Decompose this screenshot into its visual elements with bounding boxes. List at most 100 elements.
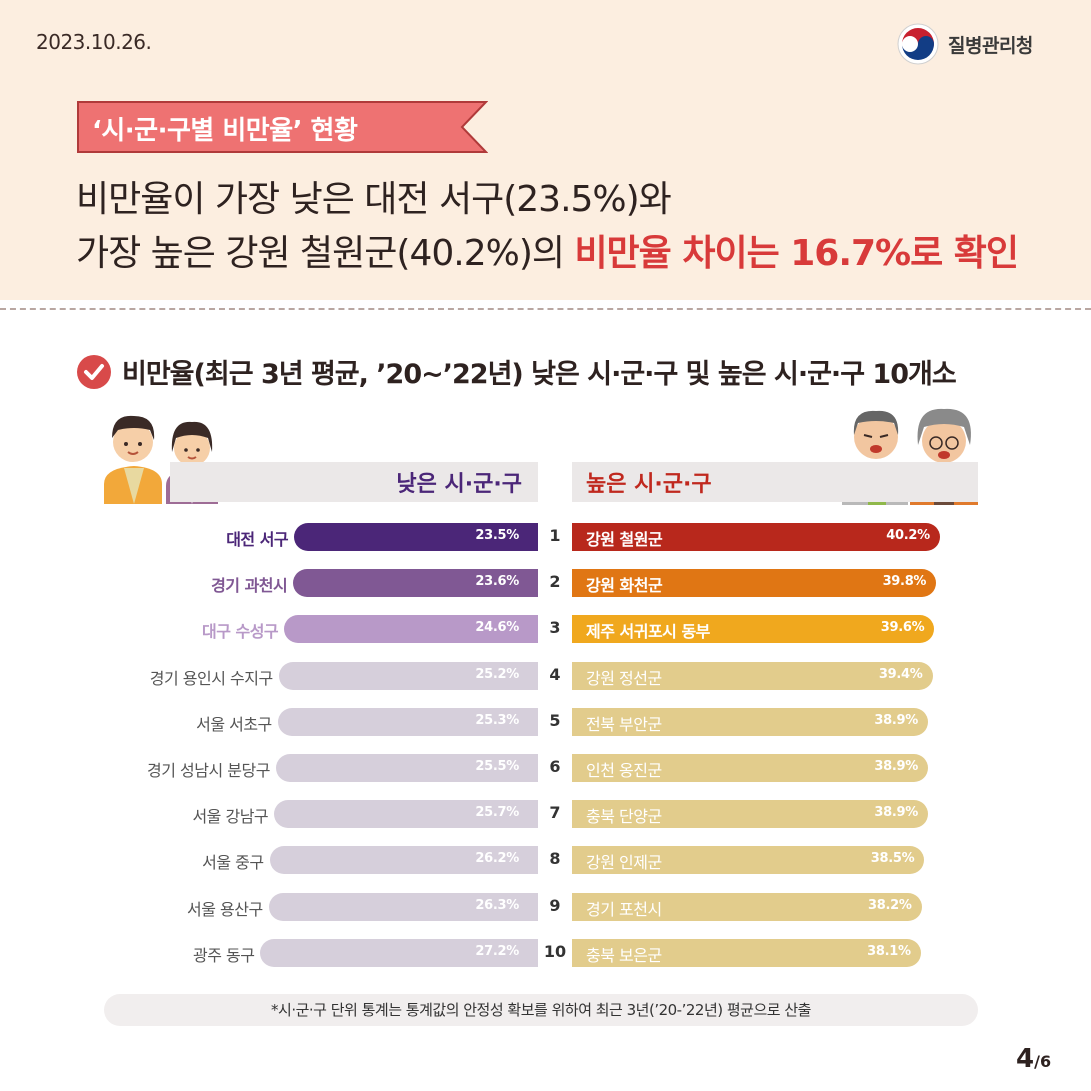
low-bar: [275, 754, 538, 782]
rank-number: 4: [549, 664, 561, 684]
low-category-label: 경기 과천시: [211, 576, 288, 596]
rank-number: 8: [549, 849, 561, 869]
high-bar: [572, 661, 933, 690]
low-bar: [260, 938, 538, 967]
low-value-label: 25.2%: [475, 666, 519, 682]
low-value-label: 25.3%: [475, 712, 519, 728]
agency-name: 질병관리청: [948, 34, 1033, 57]
low-category-label: 서울 용산구: [186, 899, 263, 919]
low-value-label: 26.3%: [475, 897, 519, 913]
high-bar: [572, 523, 940, 551]
high-header: 높은 시·군·구: [572, 462, 978, 502]
rank-number: 1: [549, 526, 561, 545]
high-bar: [572, 615, 935, 644]
chart-row: 서울 중구 26.2% 8 강원 인제군 38.5%: [0, 843, 1091, 877]
low-bar: [269, 846, 538, 875]
tag-ribbon-shape: [77, 101, 488, 153]
low-category-label: 서울 서초구: [196, 714, 272, 734]
chart-row: 대전 서구 23.5% 1 강원 철원군 40.2%: [0, 520, 1091, 554]
high-bar: [572, 892, 922, 921]
headline-line-1: 비만율이 가장 낮은 대전 서구(23.5%)와: [76, 179, 672, 220]
high-category-label: 강원 인제군: [586, 853, 662, 873]
chart-row: 경기 과천시 23.6% 2 강원 화천군 39.8%: [0, 566, 1091, 600]
high-bar: [572, 707, 928, 736]
low-value-label: 25.7%: [475, 805, 519, 821]
footnote: *시·군·구 단위 통계는 통계값의 안정성 확보를 위하여 최근 3년(’20…: [104, 994, 978, 1026]
low-value-label: 25.5%: [475, 759, 519, 774]
high-category-label: 인천 옹진군: [586, 761, 662, 780]
low-category-label: 대구 수성구: [201, 622, 279, 642]
high-value-label: 39.8%: [882, 574, 927, 590]
high-value-label: 38.9%: [874, 805, 918, 821]
high-category-label: 충북 보은군: [586, 945, 662, 965]
high-category-label: 전북 부안군: [586, 714, 662, 734]
rank-number: 3: [549, 618, 561, 638]
page-indicator: 4/6: [1016, 1044, 1051, 1074]
rank-number: 6: [549, 757, 561, 776]
high-bar: [572, 800, 928, 829]
high-bar: [572, 754, 928, 782]
high-bar: [572, 569, 937, 598]
chart-row: 광주 동구 27.2% 10 충북 보은군 38.1%: [0, 936, 1091, 970]
low-bar: [293, 569, 538, 598]
low-bar: [268, 892, 538, 921]
low-bar: [284, 615, 538, 644]
low-value-label: 24.6%: [475, 620, 519, 636]
high-bar: [572, 846, 925, 875]
page-current: 4: [1016, 1044, 1035, 1074]
date-label: 2023.10.26.: [36, 30, 152, 54]
low-header: 낮은 시·군·구: [170, 462, 538, 502]
section-title: 비만율(최근 3년 평균, ’20~’22년) 낮은 시·군·구 및 높은 시·…: [76, 352, 957, 391]
high-value-label: 38.9%: [874, 712, 918, 728]
headline-line-2-text: 가장 높은 강원 철원군(40.2%)의: [76, 233, 575, 274]
low-value-label: 26.2%: [475, 851, 519, 867]
headline-highlight: 비만율 차이는 16.7%로 확인: [574, 233, 1019, 274]
rank-number: 10: [543, 941, 567, 961]
low-category-label: 경기 용인시 수지구: [149, 668, 273, 688]
low-value-label: 27.2%: [475, 943, 519, 959]
chart-row: 서울 서초구 25.3% 5 전북 부안군 38.9%: [0, 705, 1091, 739]
low-category-label: 광주 동구: [193, 945, 255, 965]
low-value-label: 23.6%: [475, 574, 519, 590]
rank-number: 7: [549, 803, 561, 823]
page-total: /6: [1034, 1052, 1052, 1071]
high-bar: [572, 938, 921, 967]
high-category-label: 강원 화천군: [586, 576, 663, 596]
high-category-label: 제주 서귀포시 동부: [586, 622, 710, 642]
chart-row: 경기 성남시 분당구 25.5% 6 인천 옹진군 38.9%: [0, 751, 1091, 785]
chart-row: 서울 용산구 26.3% 9 경기 포천시 38.2%: [0, 890, 1091, 924]
high-category-label: 경기 포천시: [586, 899, 662, 919]
low-value-label: 23.5%: [475, 528, 519, 543]
low-bar: [277, 707, 538, 736]
korea-taegeuk-logo: [897, 23, 939, 65]
low-category-label: 서울 중구: [202, 853, 264, 873]
high-value-label: 38.5%: [870, 851, 915, 867]
low-bar: [294, 523, 538, 551]
low-category-label: 경기 성남시 분당구: [147, 761, 270, 780]
rank-number: 5: [549, 710, 561, 730]
dashed-divider: [0, 308, 1091, 310]
section-title-text: 비만율(최근 3년 평균, ’20~’22년) 낮은 시·군·구 및 높은 시·…: [122, 359, 957, 390]
high-category-label: 강원 정선군: [586, 668, 662, 688]
low-category-label: 서울 강남구: [192, 807, 269, 827]
low-bar: [274, 800, 538, 829]
chart-row: 대구 수성구 24.6% 3 제주 서귀포시 동부 39.6%: [0, 612, 1091, 646]
low-bar: [278, 661, 538, 690]
chart-row: 경기 용인시 수지구 25.2% 4 강원 정선군 39.4%: [0, 659, 1091, 693]
rank-column: [538, 515, 572, 977]
high-value-label: 39.6%: [880, 620, 925, 636]
high-value-label: 38.9%: [874, 759, 918, 774]
chart-row: 서울 강남구 25.7% 7 충북 단양군 38.9%: [0, 797, 1091, 831]
high-value-label: 39.4%: [878, 666, 923, 682]
high-category-label: 강원 철원군: [586, 530, 663, 549]
agency-logo: 질병관리청: [896, 22, 1033, 66]
high-value-label: 40.2%: [886, 528, 930, 543]
check-circle-icon: [77, 354, 111, 389]
high-category-label: 충북 단양군: [586, 807, 662, 827]
high-value-label: 38.1%: [867, 943, 911, 959]
tag-label: ‘시·군·구별 비만율’ 현황: [92, 116, 358, 146]
rank-number: 2: [549, 572, 561, 592]
headline-line-2: 가장 높은 강원 철원군(40.2%)의 비만율 차이는 16.7%로 확인: [76, 224, 1019, 276]
low-category-label: 대전 서구: [226, 530, 289, 549]
high-value-label: 38.2%: [868, 897, 912, 913]
